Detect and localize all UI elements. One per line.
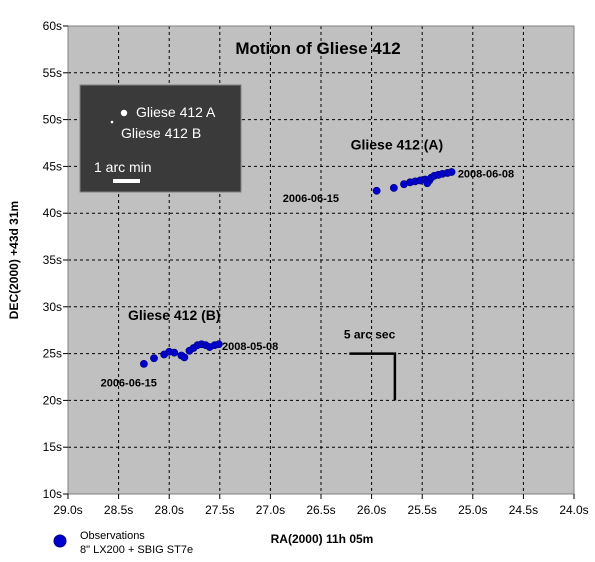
inset-star-a-label: Gliese 412 A — [136, 104, 216, 120]
annotation-scale-label: 5 arc sec — [344, 328, 396, 342]
data-point — [423, 179, 432, 188]
legend-entry-instrument: 8" LX200 + SBIG ST7e — [80, 544, 193, 556]
data-point — [139, 359, 148, 368]
inset-scale-label: 1 arc min — [94, 159, 152, 175]
y-tick-label: 25s — [43, 347, 62, 361]
legend-entry-observations: Observations — [80, 530, 145, 542]
annotation-label-a: Gliese 412 (A) — [351, 137, 444, 153]
annotation-date-a-start: 2006-06-15 — [283, 193, 339, 205]
y-tick-label: 20s — [43, 393, 62, 407]
chart-title: Motion of Gliese 412 — [235, 39, 400, 58]
x-tick-label: 26.5s — [306, 503, 335, 517]
x-tick-label: 28.5s — [104, 503, 133, 517]
x-tick-label: 24.0s — [559, 503, 588, 517]
scale-bar-lines — [349, 352, 397, 401]
data-points — [139, 168, 456, 368]
scale-bar — [349, 352, 397, 401]
x-axis: 29.0s 28.5s 28.0s 27.5s 27.0s 26.5s 26.0s 25.5s… — [53, 494, 589, 517]
annotation-date-b-start: 2006-06-15 — [101, 377, 157, 389]
star-a-dot — [120, 109, 128, 117]
inset-scale-bar — [113, 179, 140, 183]
x-tick-label: 24.5s — [509, 503, 538, 517]
y-axis: 10s 15s 20s 25s 30s 35s 40s 45s 50s 55s 60s — [43, 19, 68, 501]
inset-image: Gliese 412 A Gliese 412 B 1 arc min — [79, 84, 242, 193]
annotations: Gliese 412 (A) Gliese 412 (B) 2006-06-15 20… — [101, 137, 515, 390]
legend-marker — [53, 534, 67, 548]
y-tick-label: 40s — [43, 206, 62, 220]
y-tick-label: 35s — [43, 253, 62, 267]
y-tick-label: 15s — [43, 440, 62, 454]
grid — [67, 25, 575, 495]
x-tick-label: 27.0s — [256, 503, 285, 517]
y-axis-label: DEC(2000) +43d 31m — [7, 201, 21, 319]
data-point — [372, 186, 381, 195]
legend: Observations 8" LX200 + SBIG ST7e — [53, 530, 193, 556]
data-point — [170, 348, 179, 357]
y-tick-label: 45s — [43, 159, 62, 173]
data-point — [389, 184, 398, 192]
y-tick-label: 10s — [43, 487, 62, 501]
annotation-date-a-end: 2008-06-08 — [458, 169, 514, 181]
y-tick-label: 30s — [43, 300, 62, 314]
x-tick-label: 25.0s — [458, 503, 487, 517]
x-tick-label: 25.5s — [408, 503, 437, 517]
x-tick-label: 28.0s — [155, 503, 184, 517]
x-tick-label: 26.0s — [357, 503, 386, 517]
annotation-date-b-end: 2008-05-08 — [222, 341, 278, 353]
data-point — [447, 168, 456, 176]
annotation-label-b: Gliese 412 (B) — [128, 307, 221, 323]
y-tick-label: 50s — [43, 113, 62, 127]
inset-background — [79, 84, 242, 193]
x-tick-label: 29.0s — [53, 503, 82, 517]
x-tick-label: 27.5s — [205, 503, 234, 517]
data-point — [150, 354, 158, 363]
star-b-dot — [110, 120, 114, 124]
x-axis-label: RA(2000) 11h 05m — [271, 532, 374, 546]
y-tick-label: 60s — [43, 19, 62, 33]
data-point — [214, 340, 223, 349]
data-point — [180, 353, 189, 362]
y-tick-label: 55s — [43, 66, 62, 80]
inset-star-b-label: Gliese 412 B — [121, 125, 201, 141]
